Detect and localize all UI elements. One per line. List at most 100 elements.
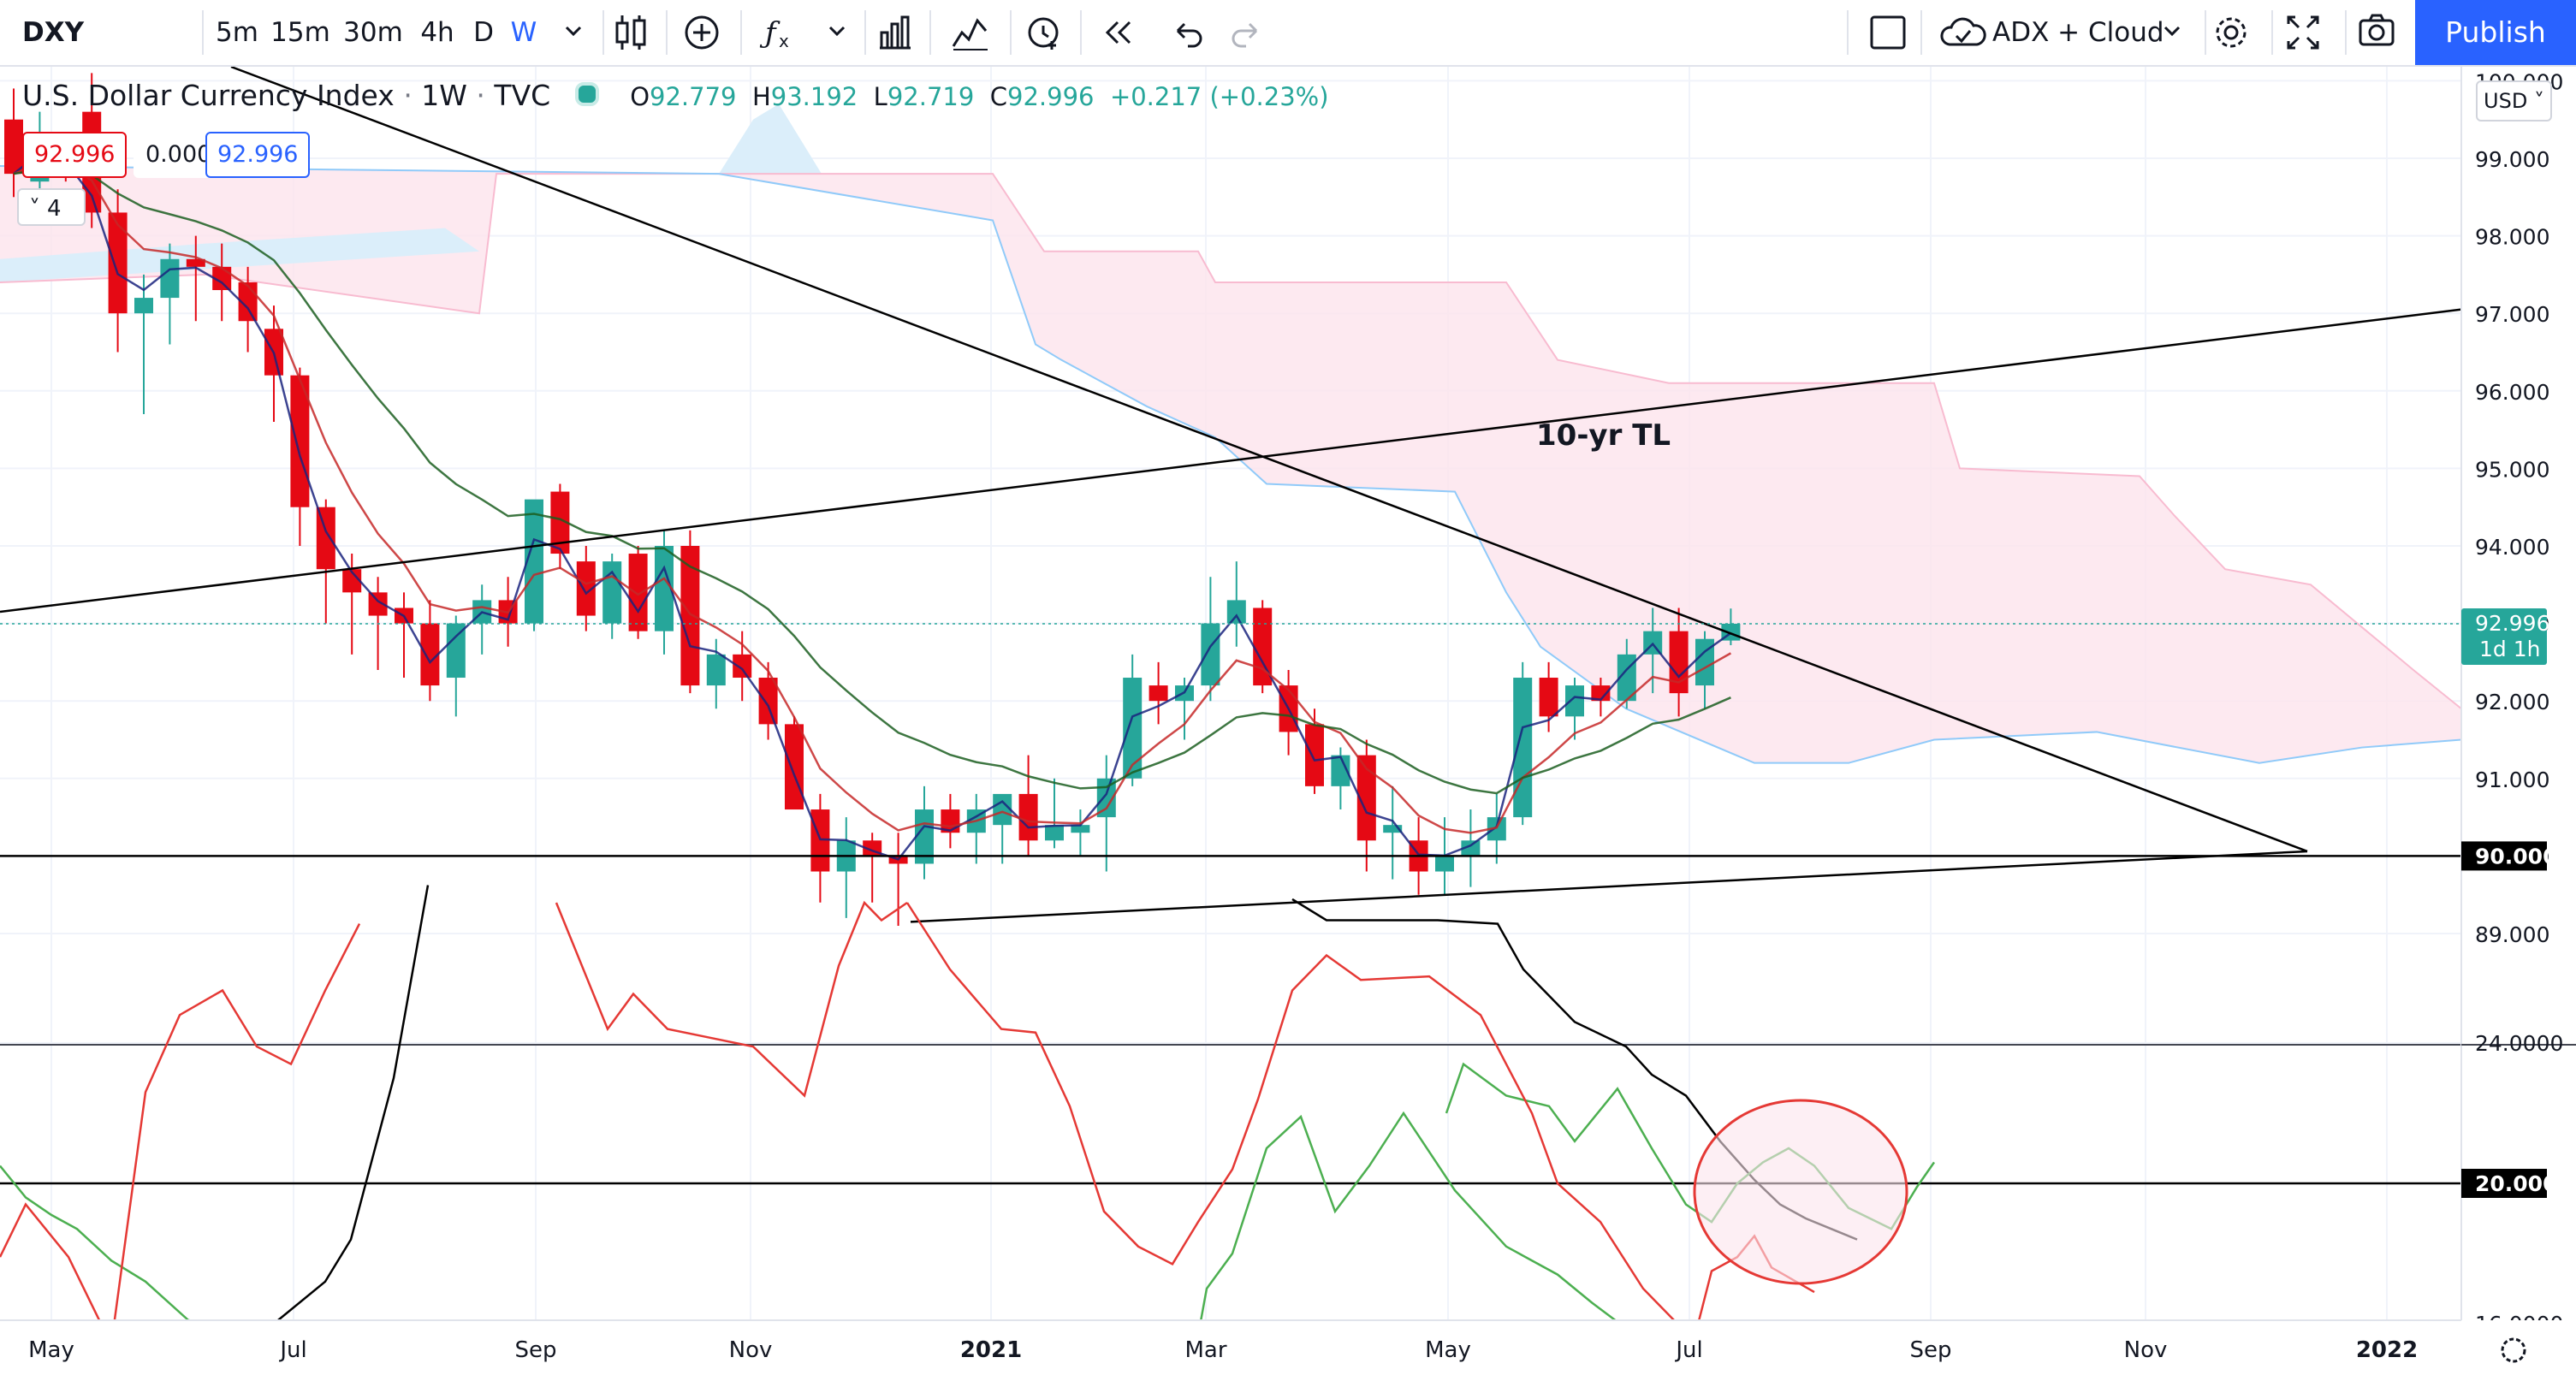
countdown-label: 1d 1h <box>2479 637 2540 661</box>
toolbar-divider <box>666 10 668 55</box>
chevron-down-icon[interactable] <box>556 0 591 65</box>
descending-trendline <box>230 67 2308 853</box>
candle-body <box>1356 755 1376 841</box>
candle-body <box>733 654 752 679</box>
indicator-level-label: 20.0000 <box>2475 1171 2573 1196</box>
axes: 100.00099.00098.00097.00096.00095.00094.… <box>0 67 2576 1387</box>
price-tick-label: 95.000 <box>2475 457 2549 482</box>
candle-body <box>290 375 310 507</box>
legend: U.S. Dollar Currency Index · 1W · TVC O9… <box>22 79 1329 112</box>
time-tick-label: Nov <box>2124 1337 2168 1363</box>
svg-text:ƒ: ƒ <box>759 16 781 50</box>
candle-body <box>1695 638 1714 686</box>
redo-icon[interactable] <box>1226 0 1265 65</box>
plus-circle-icon[interactable] <box>680 0 723 65</box>
candles-icon[interactable] <box>609 0 652 65</box>
legend-ohlc: O92.779 H93.192 L92.719 C92.996 +0.217 (… <box>630 82 1329 111</box>
candle-body <box>186 258 205 267</box>
price-tick-label: 91.000 <box>2475 768 2549 792</box>
price-tick-label: 98.000 <box>2475 225 2549 250</box>
adx-line <box>182 885 430 1387</box>
candle-body <box>1045 825 1064 841</box>
candle-body <box>108 212 128 314</box>
layout-icon[interactable] <box>1869 0 1907 65</box>
candles-layer <box>4 73 1741 926</box>
currency-select[interactable]: USD ˅ <box>2476 80 2552 122</box>
chart-canvas[interactable]: 10-yr TL 100.00099.00098.00097.00096.000… <box>0 67 2576 1387</box>
price-tick-label: 97.000 <box>2475 302 2549 327</box>
moving-average-line-2 <box>13 168 1731 795</box>
indicators-icon[interactable] <box>948 0 991 65</box>
sell-price-box[interactable]: 92.996 <box>22 132 128 178</box>
candle-body <box>420 623 440 686</box>
trendlines: 10-yr TL <box>0 67 2462 923</box>
interval-d[interactable]: D <box>473 17 494 48</box>
candle-body <box>316 507 335 570</box>
candle-body <box>628 554 648 631</box>
camera-icon[interactable] <box>2355 0 2398 65</box>
chevron-down-icon[interactable] <box>2155 0 2189 65</box>
interval-15m[interactable]: 15m <box>270 17 330 48</box>
interval-4h[interactable]: 4h <box>420 17 454 48</box>
cloud-check-icon[interactable] <box>1938 0 1989 65</box>
svg-text:x: x <box>779 31 789 51</box>
candle-body <box>1071 825 1090 833</box>
time-tick-label: Sep <box>1909 1337 1951 1363</box>
trendline-label: 10-yr TL <box>1536 418 1671 453</box>
candle-body <box>1539 678 1558 717</box>
candle-body <box>446 623 466 679</box>
candle-body <box>576 561 596 616</box>
candle-body <box>525 499 543 624</box>
candle-body <box>1461 840 1481 857</box>
time-tick-label: 2022 <box>2356 1337 2418 1363</box>
candle-body <box>134 298 153 314</box>
level-label: 90.000 <box>2475 844 2557 868</box>
time-tick-label: May <box>28 1337 74 1363</box>
last-price-badge <box>2461 608 2547 665</box>
legend-title[interactable]: U.S. Dollar Currency Index <box>22 79 395 112</box>
candle-body <box>550 491 570 554</box>
interval-w[interactable]: W <box>510 17 537 48</box>
candle-body <box>785 724 804 810</box>
toolbar-divider <box>1847 10 1849 55</box>
toolbar-divider <box>929 10 931 55</box>
time-tick-label: May <box>1425 1337 1471 1363</box>
toolbar-divider <box>602 10 604 55</box>
publish-button[interactable]: Publish <box>2415 0 2576 65</box>
undo-icon[interactable] <box>1169 0 1208 65</box>
chevron-down-icon: ˅ <box>29 196 40 222</box>
toolbar-divider <box>1010 10 1012 55</box>
toolbar-divider <box>2345 10 2347 55</box>
buy-price-box[interactable]: 92.996 <box>205 132 311 178</box>
symbol-search[interactable]: DXY <box>22 17 85 48</box>
bar-chart-icon[interactable] <box>873 0 916 65</box>
last-price-label: 92.996 <box>2475 611 2549 636</box>
alert-icon[interactable] <box>1023 0 1065 65</box>
chevron-down-icon[interactable] <box>820 0 854 65</box>
interval-30m[interactable]: 30m <box>343 17 403 48</box>
candle-body <box>1149 685 1168 702</box>
interval-5m[interactable]: 5m <box>216 17 258 48</box>
candle-body <box>655 546 674 631</box>
ten-year-trendline <box>0 308 2462 613</box>
gear-icon[interactable] <box>2210 0 2253 65</box>
candle-body <box>706 654 726 686</box>
candle-body <box>1123 678 1143 779</box>
candle-body <box>993 793 1012 826</box>
indicator-tick-label: 24.0000 <box>2475 1031 2563 1056</box>
legend-collapse-button[interactable]: ˅ 4 <box>17 188 86 226</box>
di-minus-line-2 <box>555 900 908 1098</box>
price-axis <box>2461 67 2576 1320</box>
replay-icon[interactable] <box>1097 0 1140 65</box>
candle-body <box>1591 685 1611 702</box>
candle-body <box>680 546 700 686</box>
highlight-circle <box>1693 1099 1908 1285</box>
price-tick-label: 89.000 <box>2475 922 2549 947</box>
candle-body <box>758 678 778 725</box>
indicator-template-label[interactable]: ADX + Cloud <box>1992 17 2164 48</box>
candle-body <box>1201 623 1220 686</box>
rising-support-line <box>910 850 2308 923</box>
fullscreen-icon[interactable] <box>2282 0 2324 65</box>
